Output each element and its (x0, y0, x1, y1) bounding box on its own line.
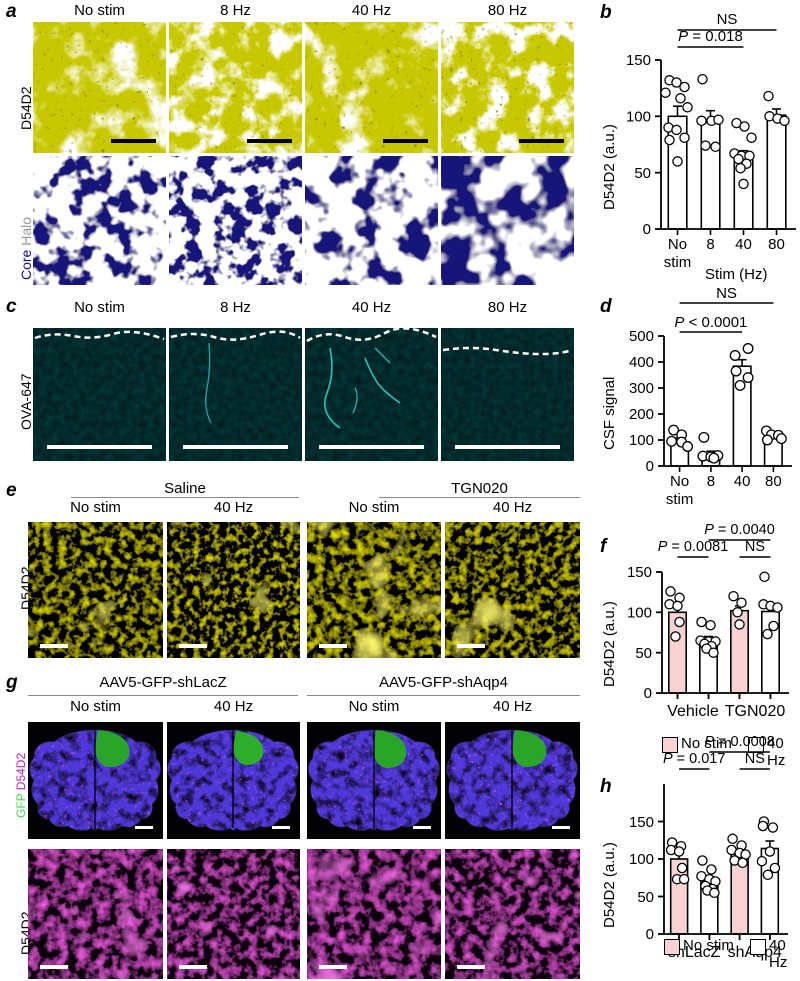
svg-text:NS: NS (716, 285, 737, 302)
svg-text:100: 100 (627, 605, 652, 622)
svg-text:P = 0.018: P = 0.018 (678, 28, 743, 45)
svg-text:P = 0.017: P = 0.017 (663, 751, 725, 767)
svg-text:100: 100 (629, 432, 654, 449)
svg-text:400: 400 (629, 354, 654, 371)
svg-text:stim: stim (664, 254, 692, 271)
svg-text:0: 0 (643, 221, 651, 238)
svg-text:0: 0 (644, 685, 652, 702)
svg-text:Vehicle: Vehicle (667, 703, 719, 720)
svg-text:500: 500 (629, 328, 654, 345)
svg-text:0: 0 (646, 926, 654, 943)
svg-text:50: 50 (635, 645, 652, 662)
svg-text:TGN020: TGN020 (725, 703, 786, 720)
svg-text:NS: NS (745, 539, 765, 555)
svg-text:300: 300 (629, 380, 654, 397)
svg-text:100: 100 (626, 109, 651, 126)
svg-text:80: 80 (765, 473, 782, 490)
svg-text:150: 150 (627, 564, 652, 581)
svg-text:P < 0.0001: P < 0.0001 (674, 314, 747, 331)
svg-text:NS: NS (745, 751, 765, 767)
svg-text:0: 0 (646, 458, 654, 475)
svg-text:200: 200 (629, 406, 654, 423)
svg-text:8: 8 (706, 236, 714, 253)
svg-text:P = 0.0040: P = 0.0040 (704, 522, 775, 538)
svg-text:50: 50 (634, 165, 651, 182)
svg-text:stim: stim (666, 491, 694, 508)
svg-text:40: 40 (734, 473, 751, 490)
svg-text:40: 40 (735, 236, 752, 253)
svg-text:150: 150 (626, 52, 651, 69)
svg-text:8: 8 (707, 473, 715, 490)
svg-text:50: 50 (637, 889, 654, 906)
svg-text:80: 80 (768, 236, 785, 253)
svg-text:P = 0.0081: P = 0.0081 (658, 539, 729, 555)
svg-text:NS: NS (717, 11, 738, 28)
svg-text:100: 100 (629, 851, 654, 868)
svg-text:No: No (668, 236, 687, 253)
svg-text:No: No (670, 473, 689, 490)
svg-text:150: 150 (629, 814, 654, 831)
